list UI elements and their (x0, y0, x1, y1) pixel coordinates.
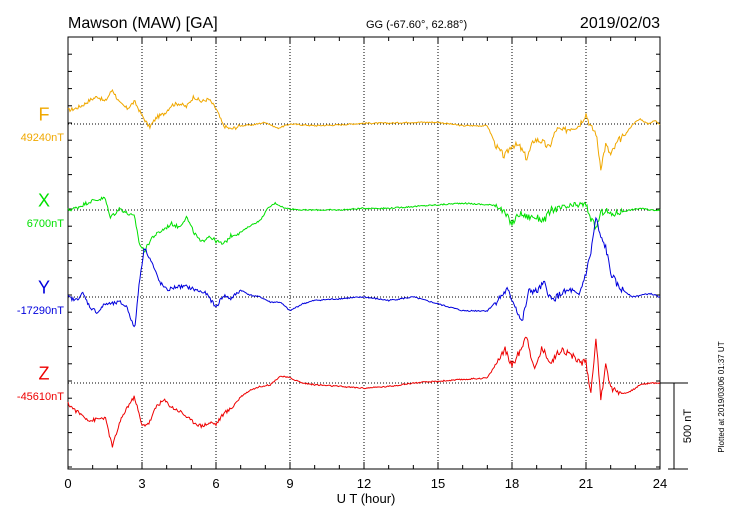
x-tick-label: 9 (286, 476, 293, 491)
chart-title: Mawson (MAW) [GA] (68, 15, 218, 32)
series-baseline-z: -45610nT (17, 391, 64, 403)
series-name-x: X (38, 190, 50, 210)
plotted-note: Plotted at 2019/03/06 01:37 UT (717, 341, 726, 452)
x-tick-label: 0 (64, 476, 71, 491)
series-baseline-y: -17290nT (17, 305, 64, 317)
series-name-z: Z (39, 363, 50, 383)
series-name-y: Y (38, 277, 50, 297)
series-baseline-f: 49240nT (21, 132, 65, 144)
x-tick-label: 15 (431, 476, 445, 491)
scale-bar-label: 500 nT (682, 409, 694, 444)
chart-date: 2019/02/03 (580, 15, 660, 32)
series-line-f (67, 88, 661, 171)
series-line-y (67, 216, 661, 328)
grid-lines (68, 37, 660, 469)
scale-bar: 500 nT (660, 382, 694, 470)
x-tick-label: 21 (579, 476, 593, 491)
x-tick-label: 18 (505, 476, 519, 491)
series-baseline-x: 6700nT (27, 218, 65, 230)
x-tick-label: 3 (138, 476, 145, 491)
series-labels: F 49240nT X 6700nT Y -17290nT Z -45610nT (17, 104, 64, 403)
series-line-x (67, 196, 661, 253)
x-tick-label: 24 (653, 476, 667, 491)
chart-coords: GG (-67.60°, 62.88°) (366, 19, 467, 31)
x-tick-label: 6 (212, 476, 219, 491)
series-name-f: F (39, 104, 50, 124)
x-tick-label: 12 (357, 476, 371, 491)
x-axis-ticks: 0 3 6 9 12 15 18 21 24 (64, 36, 667, 491)
x-axis-label: U T (hour) (337, 491, 396, 506)
series-lines (67, 88, 661, 448)
series-line-z (67, 336, 661, 448)
